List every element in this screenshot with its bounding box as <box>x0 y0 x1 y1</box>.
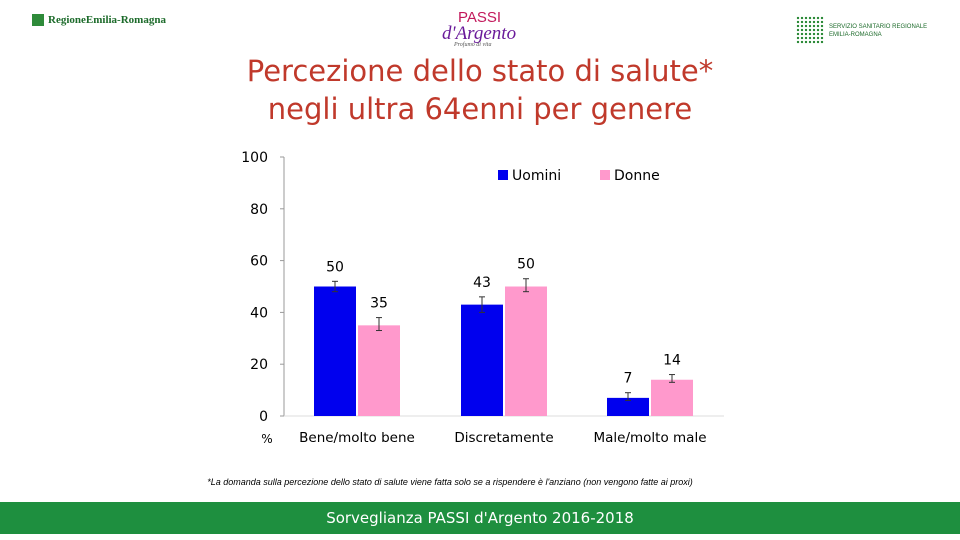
y-tick-label: 60 <box>250 254 268 270</box>
bar-donne <box>651 379 693 416</box>
right-logo-text: SERVIZIO SANITARIO REGIONALE EMILIA-ROMA… <box>829 16 927 39</box>
region-flag-icon <box>32 14 44 26</box>
servizio-sanitario-logo: SERVIZIO SANITARIO REGIONALE EMILIA-ROMA… <box>796 16 927 44</box>
bar-uomini <box>314 286 356 416</box>
left-logo-text: RegioneEmilia-Romagna <box>48 14 166 26</box>
bar-donne <box>358 325 400 416</box>
data-label: 43 <box>473 275 491 291</box>
data-label: 50 <box>517 257 535 273</box>
right-logo-line1: SERVIZIO SANITARIO REGIONALE <box>829 24 928 30</box>
legend-swatch-uomini <box>498 170 508 180</box>
y-tick-label: 0 <box>259 409 268 425</box>
passi-argento-logo: PASSI d'Argento Profumo di vita <box>440 6 520 48</box>
data-label: 7 <box>624 371 633 387</box>
y-tick-label: 100 <box>241 150 268 166</box>
x-tick-label: Bene/molto bene <box>299 430 415 446</box>
legend-label-donne: Donne <box>614 168 660 184</box>
data-label: 50 <box>326 259 344 275</box>
title-line-2: negli ultra 64enni per genere <box>267 92 693 126</box>
regione-emilia-romagna-logo: RegioneEmilia-Romagna <box>32 14 166 26</box>
page-title: Percezione dello stato di salute* negli … <box>0 52 960 128</box>
bar-uomini <box>461 304 503 416</box>
title-line-1: Percezione dello stato di salute* <box>246 54 714 88</box>
y-axis-label: % <box>261 432 272 446</box>
data-label: 14 <box>663 353 681 369</box>
logo-tagline: Profumo di vita <box>454 42 492 48</box>
y-tick-label: 80 <box>250 202 268 218</box>
logo-argento-text: d'Argento <box>442 23 517 44</box>
footer-bar: Sorveglianza PASSI d'Argento 2016-2018 <box>0 502 960 534</box>
legend-label-uomini: Uomini <box>512 168 561 184</box>
footnote: *La domanda sulla percezione dello stato… <box>207 477 693 487</box>
x-tick-label: Male/molto male <box>593 430 706 446</box>
legend-swatch-donne <box>600 170 610 180</box>
bar-uomini <box>607 397 649 416</box>
bar-donne <box>505 286 547 416</box>
data-label: 35 <box>370 296 388 312</box>
x-tick-label: Discretamente <box>454 430 553 446</box>
logo-passi-text: PASSI <box>458 9 502 26</box>
y-tick-label: 40 <box>250 305 268 321</box>
y-tick-label: 20 <box>250 357 268 373</box>
dotted-grid-icon <box>796 16 824 44</box>
right-logo-line2: EMILIA-ROMAGNA <box>829 32 882 38</box>
